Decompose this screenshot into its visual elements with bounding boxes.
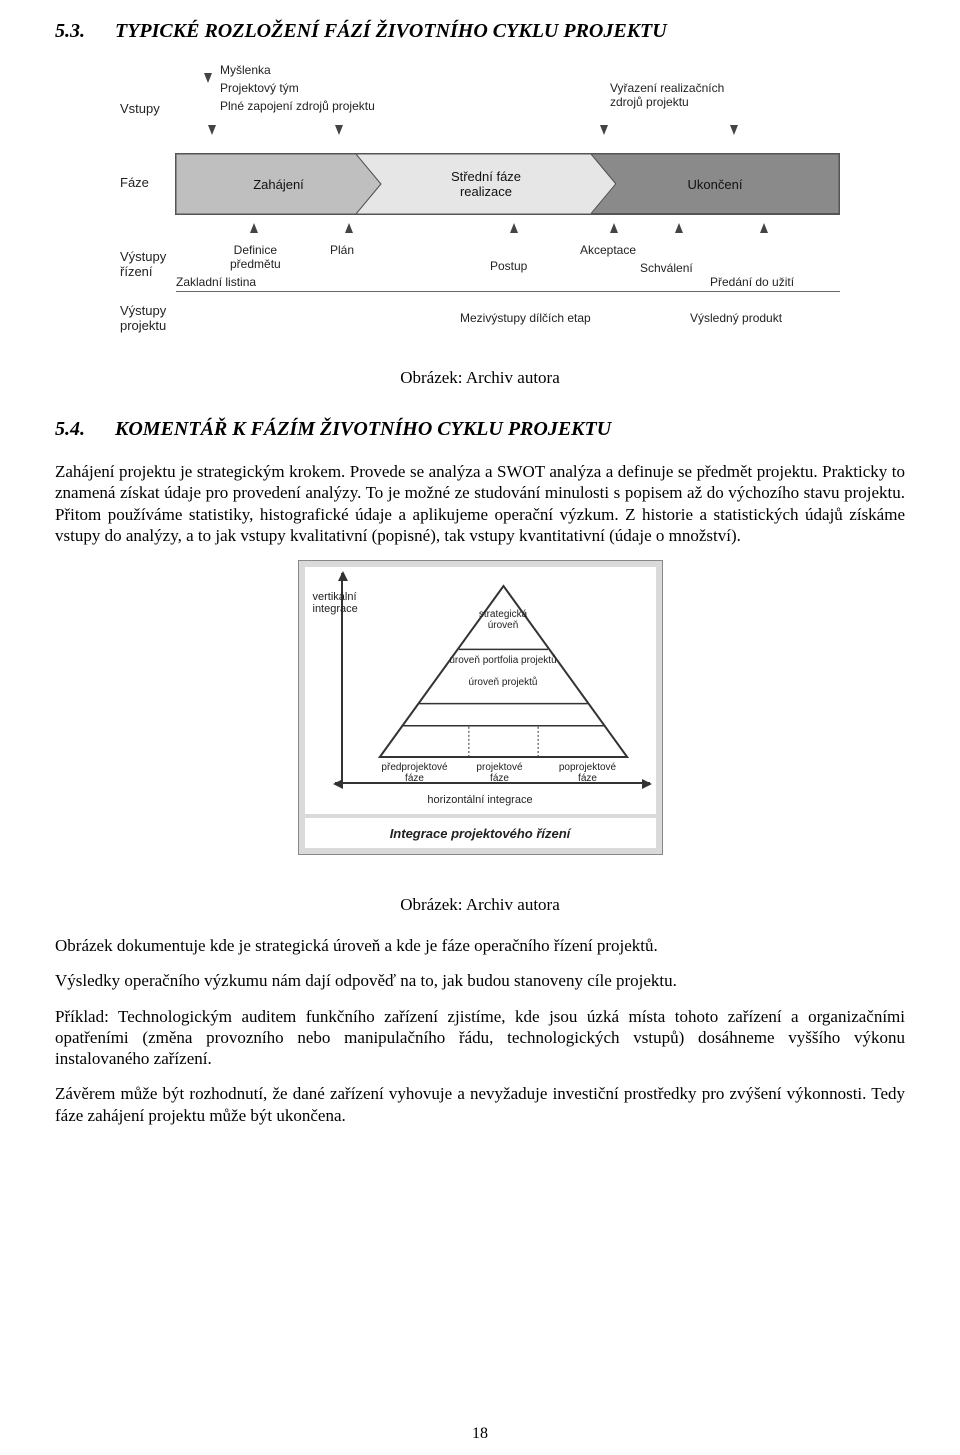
- arrow-up-icon: [675, 223, 683, 233]
- arrow-up-icon: [250, 223, 258, 233]
- section-title: TYPICKÉ ROZLOŽENÍ FÁZÍ ŽIVOTNÍHO CYKLU P…: [115, 20, 667, 42]
- arrow-up-icon: [345, 223, 353, 233]
- bot-label-postup: Postup: [490, 259, 527, 273]
- top-label-release: Vyřazení realizačních zdrojů projektu: [610, 81, 724, 109]
- section-heading-5-4: 5.4. KOMENTÁŘ K FÁZÍM ŽIVOTNÍHO CYKLU PR…: [55, 418, 905, 441]
- row-label-out-proj: Výstupy projektu: [120, 303, 166, 333]
- phase-label-pre: předprojektové fáze: [375, 762, 455, 784]
- top-label-idea: Myšlenka: [220, 63, 271, 77]
- top-label-team: Projektový tým: [220, 81, 299, 95]
- section-number: 5.4.: [55, 418, 110, 441]
- paragraph-5: Závěrem může být rozhodnutí, že dané zař…: [55, 1083, 905, 1126]
- phase-label-proj: projektové fáze: [465, 762, 535, 784]
- figure-caption-1: Obrázek: Archiv autora: [55, 368, 905, 388]
- arrow-down-icon: [204, 73, 212, 83]
- section-title: KOMENTÁŘ K FÁZÍM ŽIVOTNÍHO CYKLU PROJEKT…: [115, 418, 611, 440]
- row-label-phases: Fáze: [120, 175, 149, 190]
- row-label-inputs: Vstupy: [120, 101, 160, 116]
- bot-label-def: Definice předmětu: [230, 243, 281, 271]
- bot-label-plan: Plán: [330, 243, 354, 257]
- arrow-down-icon: [730, 125, 738, 135]
- paragraph-2: Obrázek dokumentuje kde je strategická ú…: [55, 935, 905, 956]
- pyramid-caption: Integrace projektového řízení: [305, 818, 656, 848]
- integration-pyramid-diagram: vertikální integrace horizontální integr…: [298, 560, 663, 855]
- pyramid-plot-area: vertikální integrace horizontální integr…: [305, 567, 656, 814]
- lifecycle-chevron-diagram: Vstupy Fáze Výstupy řízení Výstupy proje…: [120, 63, 840, 343]
- figure-caption-2: Obrázek: Archiv autora: [55, 895, 905, 915]
- phase-band: Zahájení Střední fáze realizace Ukončení: [175, 153, 840, 215]
- bot-label-interim: Mezivýstupy dílčích etap: [460, 311, 591, 325]
- phase-label-start: Zahájení: [253, 177, 304, 192]
- bot-label-approve: Schválení: [640, 261, 693, 275]
- phase-label-mid: Střední fáze realizace: [451, 169, 521, 199]
- y-axis-label: vertikální integrace: [313, 591, 358, 615]
- arrow-down-icon: [335, 125, 343, 135]
- arrow-down-icon: [208, 125, 216, 135]
- page-number: 18: [0, 1425, 960, 1443]
- phase-label-post: poprojektové fáze: [543, 762, 633, 784]
- divider-line: [176, 291, 840, 292]
- bot-label-final: Výsledný produkt: [690, 311, 782, 325]
- pyramid-level-1: strategická úroveň: [365, 609, 642, 631]
- paragraph-4: Příklad: Technologickým auditem funkčníh…: [55, 1006, 905, 1070]
- pyramid-triangle: strategická úroveň úroveň portfolia proj…: [365, 581, 642, 762]
- row-label-out-mgmt: Výstupy řízení: [120, 249, 166, 279]
- arrow-up-icon: [610, 223, 618, 233]
- arrow-down-icon: [600, 125, 608, 135]
- section-number: 5.3.: [55, 20, 110, 43]
- paragraph-1: Zahájení projektu je strategickým krokem…: [55, 461, 905, 546]
- pyramid-level-3: úroveň projektů: [365, 677, 642, 688]
- pyramid-level-2: úroveň portfolia projektů: [365, 655, 642, 666]
- bot-label-charter: Zakladní listina: [176, 275, 256, 289]
- arrow-up-icon: [760, 223, 768, 233]
- phase-label-end: Ukončení: [688, 177, 743, 192]
- section-heading-5-3: 5.3. TYPICKÉ ROZLOŽENÍ FÁZÍ ŽIVOTNÍHO CY…: [55, 20, 905, 43]
- arrow-up-icon: [510, 223, 518, 233]
- x-axis-label: horizontální integrace: [305, 794, 656, 806]
- top-label-full: Plné zapojení zdrojů projektu: [220, 99, 375, 113]
- paragraph-3: Výsledky operačního výzkumu nám dají odp…: [55, 970, 905, 991]
- bot-label-handover: Předání do užití: [710, 275, 794, 289]
- bot-label-accept: Akceptace: [580, 243, 636, 257]
